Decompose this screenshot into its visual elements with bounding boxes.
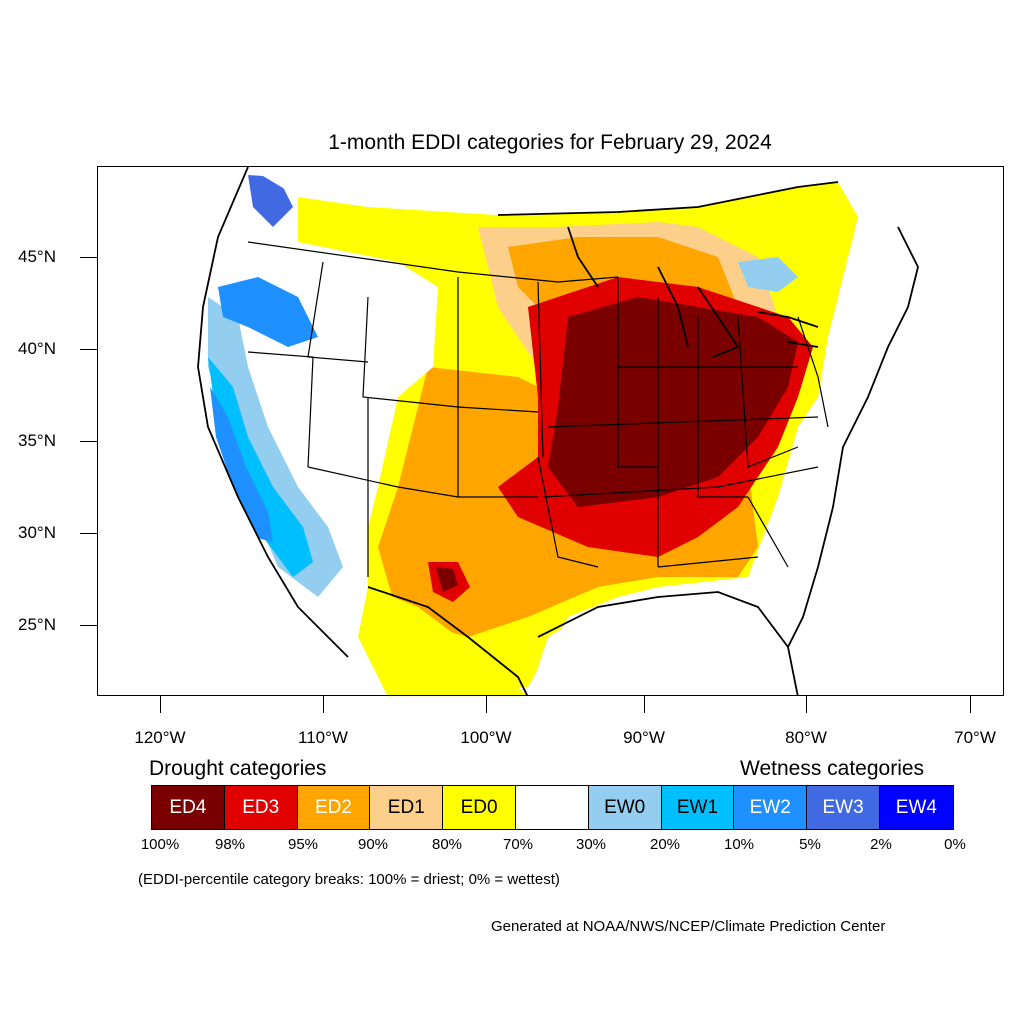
region-ew3-north [248,175,293,227]
legend-cell-ew2: EW2 [734,786,808,829]
region-ew2-northwest [218,277,318,347]
coastline [197,167,919,695]
region-ew0-northeast [738,257,798,292]
lon-tick [160,696,161,713]
legend-cell-ew4: EW4 [879,786,953,829]
lat-label-30: 30°N [18,523,56,542]
lat-tick [80,257,97,258]
credit-line: Generated at NOAA/NWS/NCEP/Climate Predi… [491,918,886,935]
ocean-gulf [528,592,798,695]
lon-tick [970,696,971,713]
region-mexico-yellow [358,587,526,695]
region-ed4-texas [436,567,458,592]
lon-tick [323,696,324,713]
break-label: 0% [944,836,966,853]
lon-label-110: 110°W [298,728,348,747]
lon-label-80: 80°W [785,728,827,747]
break-label: 100% [140,836,180,853]
region-ew0 [208,297,343,597]
region-ew2 [210,387,273,542]
category-note: (EDDI-percentile category breaks: 100% =… [138,871,560,888]
lat-label-35: 35°N [18,431,56,450]
lon-tick [486,696,487,713]
break-label: 80% [431,836,463,853]
ocean-atlantic [788,167,1003,695]
lon-label-70: 70°W [954,728,996,747]
legend-cell-ew0: EW0 [588,786,662,829]
wetness-heading: Wetness categories [740,757,925,780]
lat-label-25: 25°N [18,615,56,634]
legend-cell-ed4: ED4 [152,786,225,829]
lat-tick [80,441,97,442]
break-label: 95% [287,836,319,853]
lon-label-100: 100°W [460,728,512,747]
legend-cell-ew1: EW1 [661,786,735,829]
break-label: 98% [214,836,246,853]
canada-white [98,167,1003,215]
break-label: 90% [357,836,389,853]
legend-cell-ed1: ED1 [370,786,444,829]
lon-label-90: 90°W [623,728,665,747]
legend-cell-ed2: ED2 [297,786,371,829]
state-boundaries [247,241,829,577]
lat-tick [80,625,97,626]
legend-cell-ew3: EW3 [807,786,880,829]
map-canvas [98,167,1003,695]
map-title: 1-month EDDI categories for February 29,… [328,131,772,154]
lat-tick [80,533,97,534]
break-label: 10% [723,836,755,853]
break-label: 2% [870,836,892,853]
legend-cell-neutral [515,786,589,829]
break-label: 30% [575,836,607,853]
legend-colorbar: ED4 ED3 ED2 ED1 ED0 EW0 EW1 EW2 EW3 EW4 [151,785,954,830]
lon-label-120: 120°W [134,728,186,747]
eddi-map [97,166,1004,696]
region-ew1 [208,357,313,577]
break-label: 70% [502,836,534,853]
lon-tick [644,696,645,713]
lat-label-45: 45°N [18,247,56,266]
break-label: 20% [649,836,681,853]
drought-heading: Drought categories [149,757,327,780]
lat-label-40: 40°N [18,339,56,358]
legend-cell-ed3: ED3 [224,786,298,829]
ocean-pacific [98,167,358,695]
legend-cell-ed0: ED0 [443,786,516,829]
lat-tick [80,349,97,350]
break-label: 5% [799,836,821,853]
lon-tick [806,696,807,713]
region-ed4 [548,297,798,507]
